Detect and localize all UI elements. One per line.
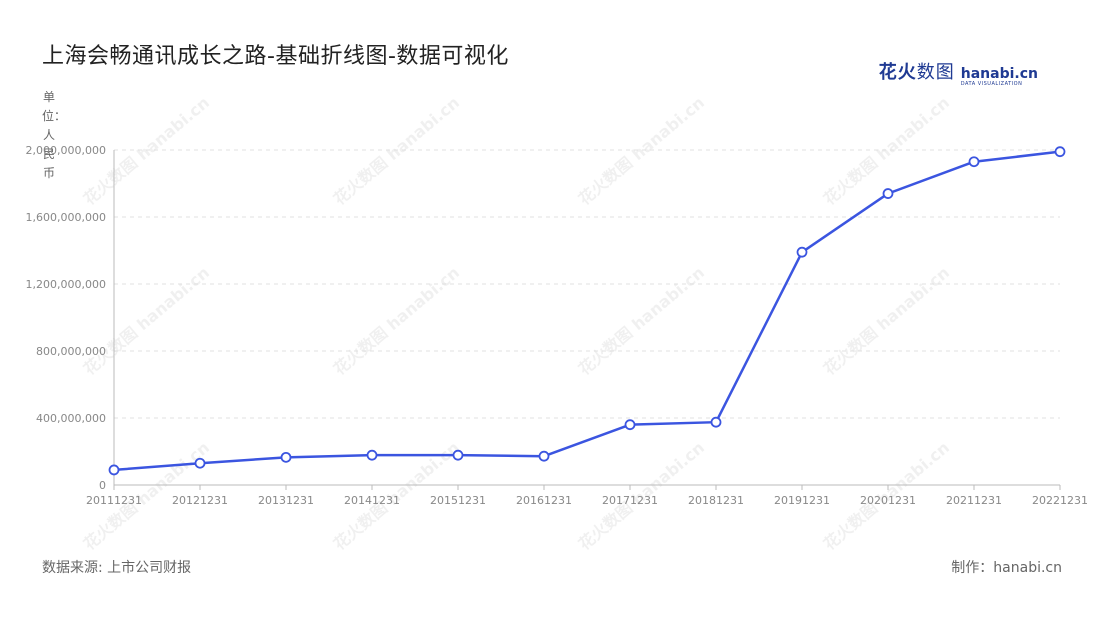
data-point xyxy=(710,416,722,428)
x-tick-labels: 20111231 20121231 20131231 20141231 20151231… xyxy=(86,494,1088,507)
x-tick-label: 20151231 xyxy=(430,494,486,507)
x-tick-label: 20111231 xyxy=(86,494,142,507)
data-point xyxy=(194,457,206,469)
data-point xyxy=(452,449,464,461)
grid-lines xyxy=(114,149,1060,419)
brand-logo-en: hanabi.cn DATA VISUALIZATION xyxy=(960,66,1038,87)
y-tick-label: 0 xyxy=(99,479,106,492)
x-tick-label: 20221231 xyxy=(1032,494,1088,507)
series-layer xyxy=(108,146,1066,476)
data-point xyxy=(1054,146,1066,158)
credit: 制作：hanabi.cn xyxy=(951,560,1062,576)
data-point xyxy=(366,449,378,461)
data-source: 数据来源: 上市公司财报 xyxy=(42,560,192,576)
x-tick-label: 20131231 xyxy=(258,494,314,507)
x-tick-label: 20201231 xyxy=(860,494,916,507)
watermark-text: 花火数图 hanabi.cn xyxy=(575,93,708,209)
x-tick-label: 20141231 xyxy=(344,494,400,507)
y-tick-label: 800,000,000 xyxy=(36,345,106,358)
data-point xyxy=(882,188,894,199)
y-axis-unit-label: 单位：人民币 xyxy=(42,90,67,180)
data-point xyxy=(624,419,636,431)
x-tick-label: 20161231 xyxy=(516,494,572,507)
brand-logo: 花火数图 hanabi.cn DATA VISUALIZATION xyxy=(879,58,1038,87)
brand-logo-cn: 花火数图 xyxy=(878,62,955,83)
y-tick-label: 1,600,000,000 xyxy=(26,211,106,224)
y-tick-label: 400,000,000 xyxy=(36,412,106,425)
series-line xyxy=(113,150,1061,472)
x-tick-label: 20211231 xyxy=(946,494,1002,507)
y-tick-label: 2,000,000,000 xyxy=(26,144,106,157)
y-tick-label: 1,200,000,000 xyxy=(26,278,106,291)
data-point xyxy=(280,451,292,463)
chart-title: 上海会畅通讯成长之路-基础折线图-数据可视化 xyxy=(42,44,509,69)
watermark-text: 花火数图 hanabi.cn xyxy=(575,263,708,379)
x-tick-label: 20181231 xyxy=(688,494,744,507)
watermark-text: 花火数图 hanabi.cn xyxy=(330,93,463,209)
axes xyxy=(113,150,1061,490)
y-tick-labels: 0 400,000,000 800,000,000 1,200,000,000 1,60… xyxy=(26,144,106,492)
data-point xyxy=(796,246,808,258)
x-tick-label: 20191231 xyxy=(774,494,830,507)
data-point xyxy=(108,464,120,476)
data-point xyxy=(968,156,980,168)
x-tick-label: 20171231 xyxy=(602,494,658,507)
watermark-text: 花火数图 hanabi.cn xyxy=(820,263,953,379)
data-point xyxy=(538,450,550,462)
watermark-text: 花火数图 hanabi.cn xyxy=(330,263,463,379)
x-tick-label: 20121231 xyxy=(172,494,228,507)
